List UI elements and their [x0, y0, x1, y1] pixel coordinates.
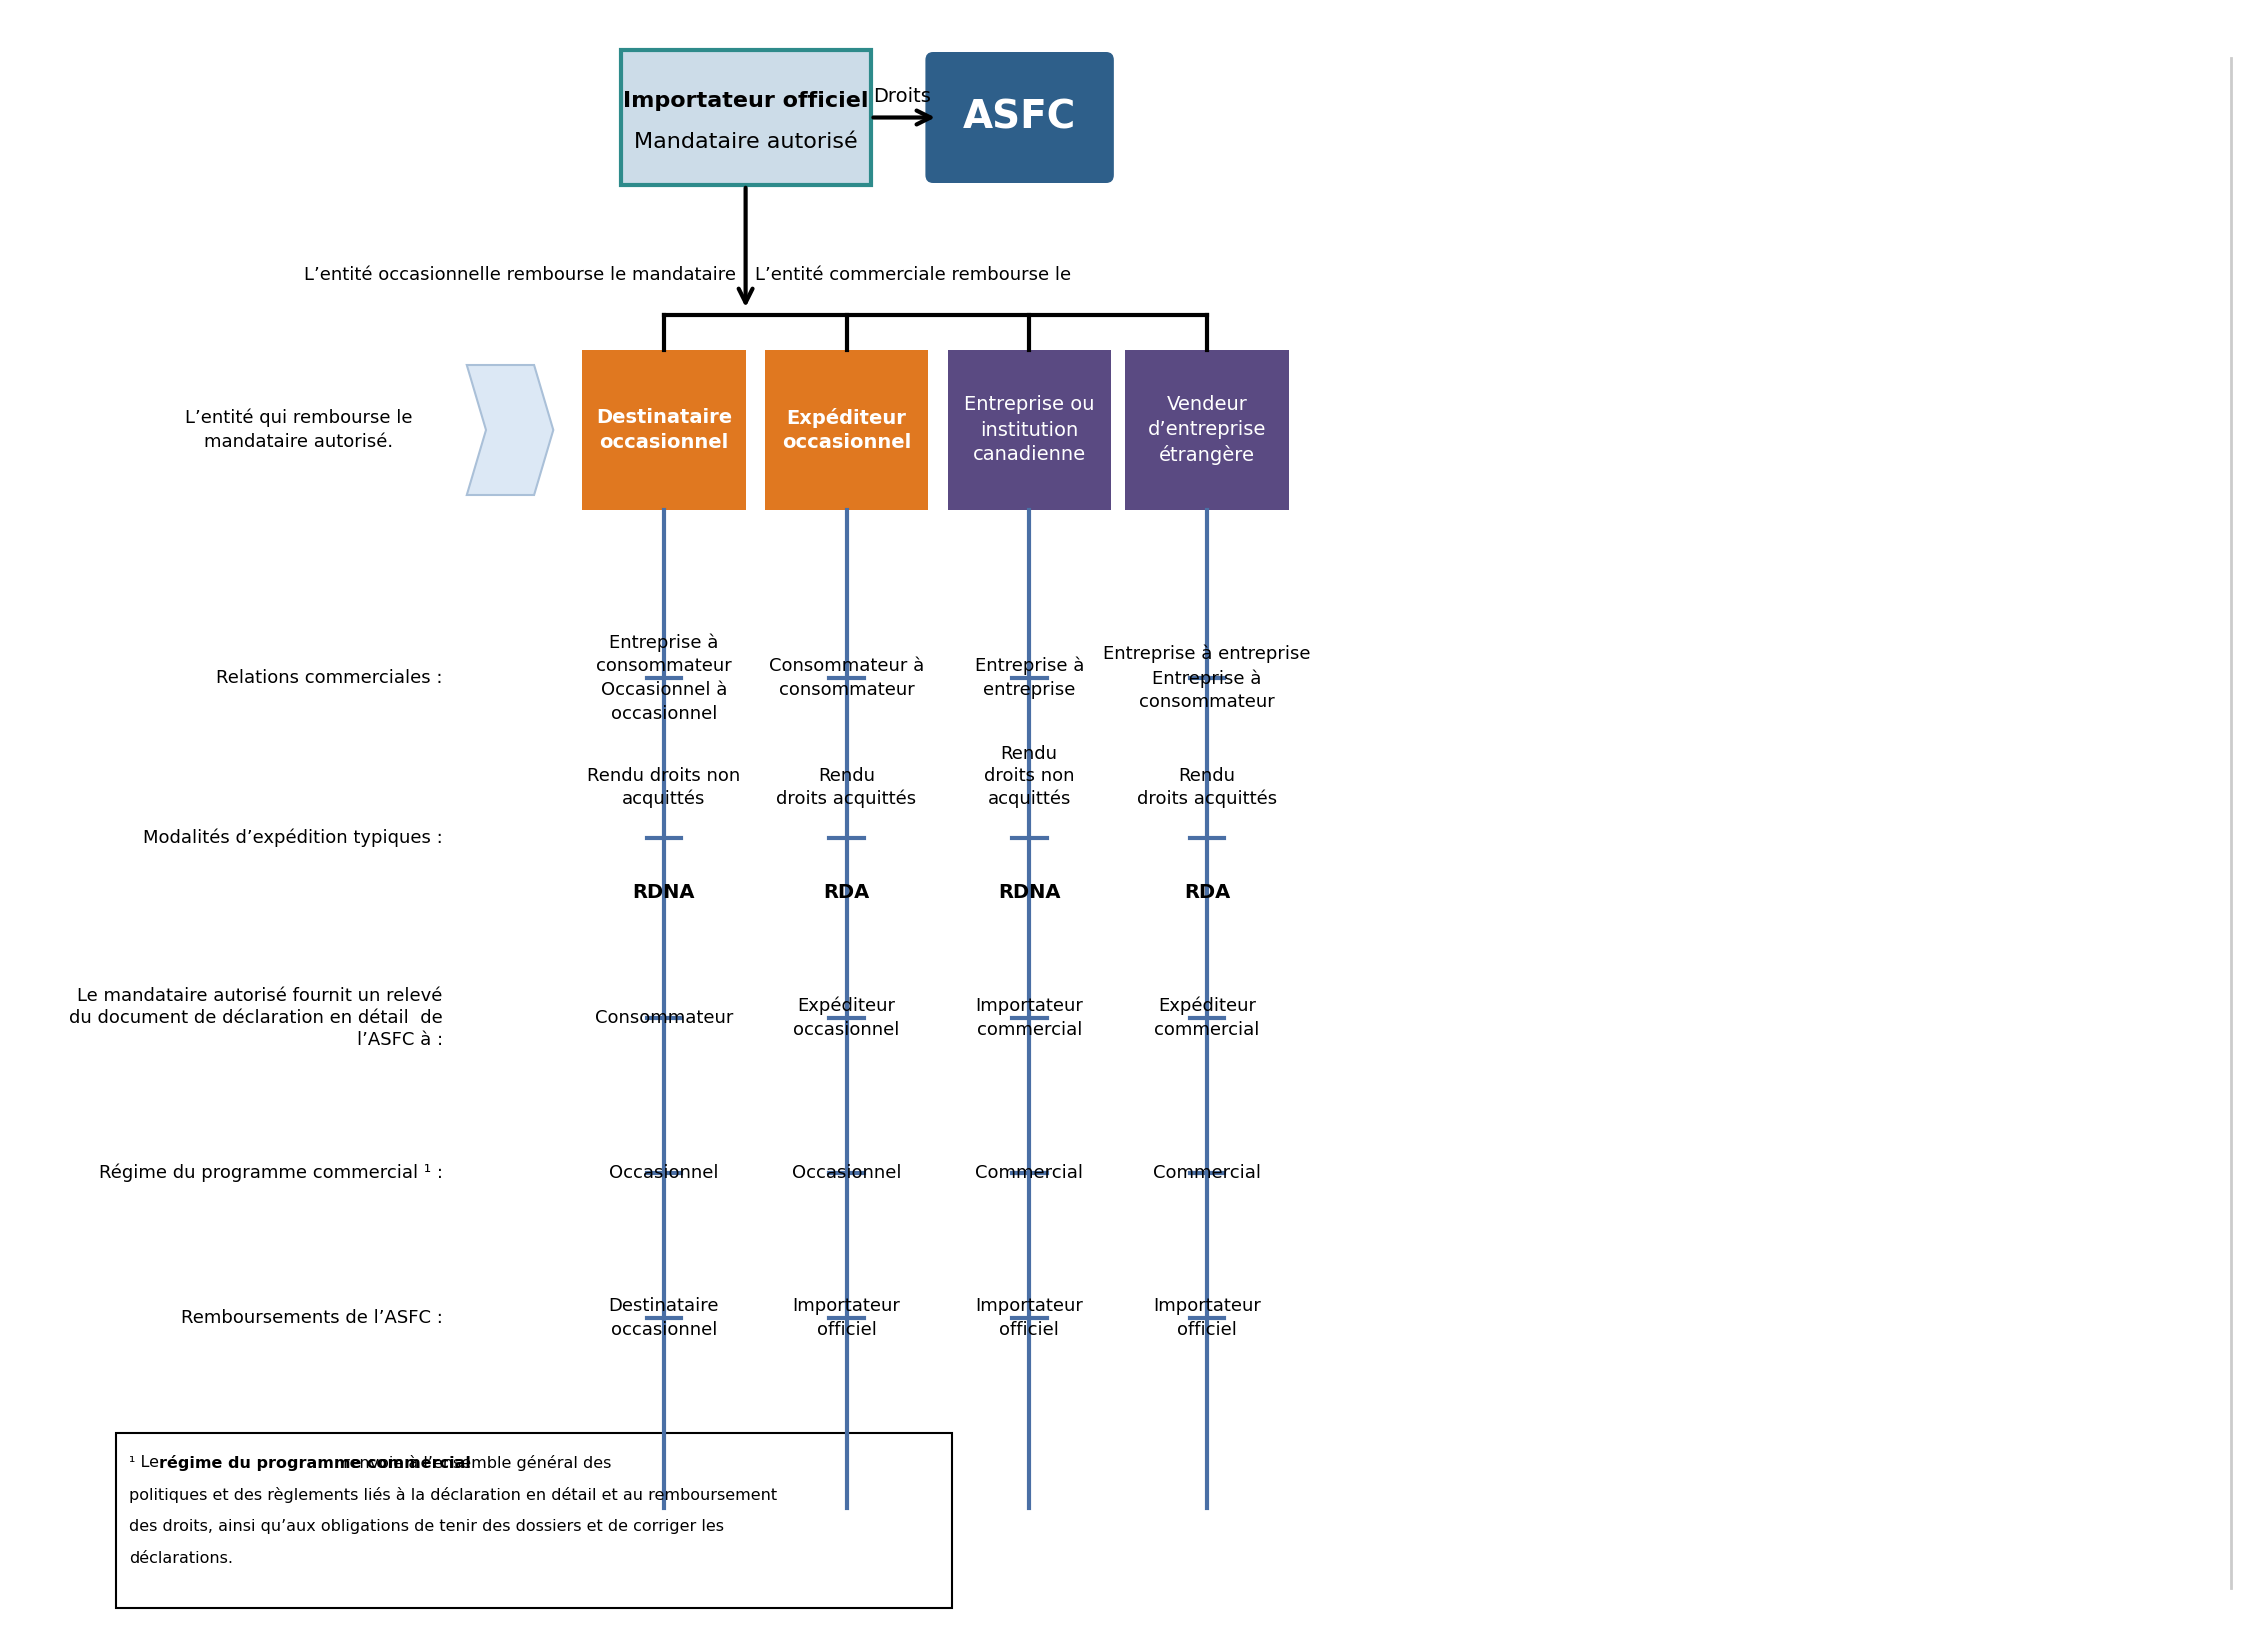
Text: Occasionnel: Occasionnel	[610, 1165, 718, 1183]
Text: Expéditeur
commercial: Expéditeur commercial	[1154, 998, 1260, 1038]
FancyBboxPatch shape	[926, 52, 1113, 183]
Text: Entreprise à
entreprise: Entreprise à entreprise	[975, 657, 1084, 699]
Text: L’entité occasionnelle rembourse le mandataire: L’entité occasionnelle rembourse le mand…	[305, 265, 736, 283]
FancyBboxPatch shape	[115, 1433, 953, 1609]
Text: Importateur
commercial: Importateur commercial	[975, 998, 1084, 1038]
Text: déclarations.: déclarations.	[129, 1551, 233, 1566]
Text: politiques et des règlements liés à la déclaration en détail et au remboursement: politiques et des règlements liés à la d…	[129, 1487, 777, 1504]
Text: régime du programme commercial: régime du programme commercial	[158, 1455, 472, 1471]
Text: Expéditeur
occasionnel: Expéditeur occasionnel	[793, 998, 899, 1038]
Text: Consommateur: Consommateur	[594, 1009, 734, 1027]
Text: Droits: Droits	[874, 87, 930, 105]
Text: Expéditeur
occasionnel: Expéditeur occasionnel	[781, 408, 912, 452]
Text: Rendu
droits acquittés: Rendu droits acquittés	[777, 767, 917, 808]
Text: Importateur
officiel: Importateur officiel	[793, 1297, 901, 1338]
Text: Entreprise à
consommateur
Occasionnel à
occasionnel: Entreprise à consommateur Occasionnel à …	[596, 634, 732, 722]
Text: RDA: RDA	[824, 883, 869, 903]
FancyBboxPatch shape	[765, 351, 928, 509]
Text: Le mandataire autorisé fournit un relevé
du document de déclaration en détail  d: Le mandataire autorisé fournit un relevé…	[70, 986, 443, 1050]
Text: ASFC: ASFC	[962, 98, 1077, 136]
Text: Importateur
officiel: Importateur officiel	[1154, 1297, 1260, 1338]
Text: Destinataire
occasionnel: Destinataire occasionnel	[596, 408, 732, 452]
Text: Rendu
droits acquittés: Rendu droits acquittés	[1138, 767, 1278, 808]
Text: Commercial: Commercial	[975, 1165, 1084, 1183]
Text: ¹ Le: ¹ Le	[129, 1455, 165, 1469]
Text: Destinataire
occasionnel: Destinataire occasionnel	[610, 1297, 718, 1338]
Text: Régime du programme commercial ¹ :: Régime du programme commercial ¹ :	[99, 1163, 443, 1183]
Text: Consommateur à
consommateur: Consommateur à consommateur	[770, 657, 924, 699]
Text: Modalités d’expédition typiques :: Modalités d’expédition typiques :	[142, 829, 443, 847]
Text: RDNA: RDNA	[632, 883, 695, 903]
Text: Rendu droits non
acquittés: Rendu droits non acquittés	[587, 767, 741, 808]
Text: Vendeur
d’entreprise
étrangère: Vendeur d’entreprise étrangère	[1147, 395, 1267, 465]
FancyBboxPatch shape	[1124, 351, 1289, 509]
Text: Importateur officiel: Importateur officiel	[623, 92, 869, 111]
Polygon shape	[467, 365, 553, 495]
Text: Entreprise ou
institution
canadienne: Entreprise ou institution canadienne	[964, 395, 1095, 465]
Text: Remboursements de l’ASFC :: Remboursements de l’ASFC :	[181, 1309, 443, 1327]
Text: Importateur
officiel: Importateur officiel	[975, 1297, 1084, 1338]
Text: Rendu
droits non
acquittés: Rendu droits non acquittés	[984, 745, 1075, 808]
Text: Relations commerciales :: Relations commerciales :	[217, 668, 443, 686]
Text: des droits, ainsi qu’aux obligations de tenir des dossiers et de corriger les: des droits, ainsi qu’aux obligations de …	[129, 1518, 725, 1535]
Text: Entreprise à entreprise
Entreprise à
consommateur: Entreprise à entreprise Entreprise à con…	[1104, 645, 1312, 711]
Text: RDNA: RDNA	[998, 883, 1061, 903]
FancyBboxPatch shape	[621, 51, 872, 185]
Text: RDA: RDA	[1183, 883, 1231, 903]
Text: Mandataire autorisé: Mandataire autorisé	[634, 131, 858, 152]
FancyBboxPatch shape	[583, 351, 745, 509]
Text: L’entité qui rembourse le
mandataire autorisé.: L’entité qui rembourse le mandataire aut…	[185, 410, 413, 450]
Text: Commercial: Commercial	[1154, 1165, 1262, 1183]
Text: L’entité commerciale rembourse le: L’entité commerciale rembourse le	[754, 265, 1070, 283]
Text: renvoie à l’ensemble général des: renvoie à l’ensemble général des	[339, 1455, 612, 1471]
FancyBboxPatch shape	[948, 351, 1111, 509]
Text: Occasionnel: Occasionnel	[793, 1165, 901, 1183]
